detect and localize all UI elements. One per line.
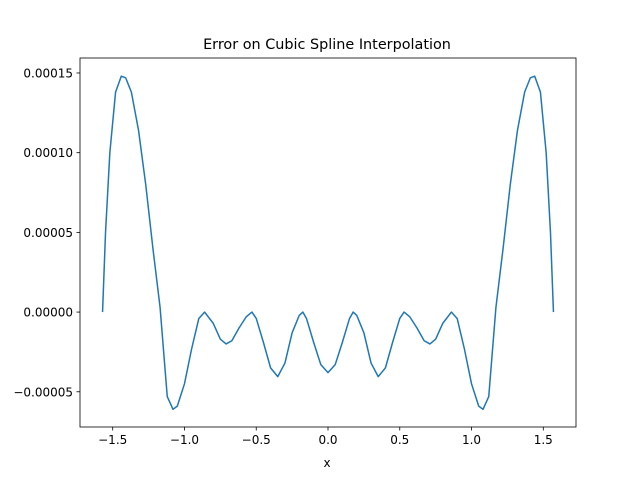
x-tick-label: −1.5 [98,433,127,447]
y-tick-label: −0.00005 [13,385,73,399]
x-tick-label: 1.0 [462,433,481,447]
x-tick-label: −0.5 [242,433,271,447]
line [101,75,555,411]
x-tick-label: 0.0 [318,433,337,447]
x-tick-label: 1.5 [534,433,553,447]
x-tick-label: −1.0 [170,433,199,447]
y-tick-label: 0.00000 [23,306,73,320]
x-axis-label: x [323,456,330,470]
x-tick-label: 0.5 [390,433,409,447]
chart-title: Error on Cubic Spline Interpolation [203,37,451,53]
y-tick-label: 0.00010 [23,146,73,160]
y-tick-label: 0.00015 [23,66,73,80]
y-tick-label: 0.00005 [23,226,73,240]
